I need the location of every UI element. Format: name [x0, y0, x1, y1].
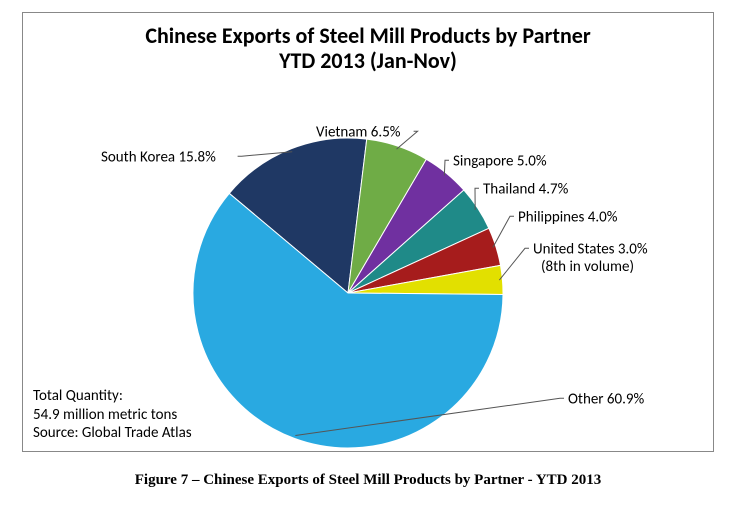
footer-note: Total Quantity: 54.9 million metric tons… [33, 387, 192, 443]
footer-line-3: Source: Global Trade Atlas [33, 424, 192, 443]
slice-sublabel-united-states: (8th in volume) [541, 258, 634, 276]
slice-label-philippines: Philippines 4.0% [518, 209, 618, 227]
leader-line [493, 216, 514, 247]
chart-frame: Chinese Exports of Steel Mill Products b… [22, 12, 714, 452]
leader-line [499, 248, 529, 280]
slice-label-south-korea: South Korea 15.8% [101, 149, 216, 167]
slice-label-united-states: United States 3.0% [533, 241, 648, 259]
chart-canvas: Chinese Exports of Steel Mill Products b… [0, 0, 736, 514]
footer-line-1: Total Quantity: [33, 387, 192, 406]
footer-line-2: 54.9 million metric tons [33, 406, 192, 425]
slice-label-singapore: Singapore 5.0% [453, 153, 547, 171]
slice-label-other: Other 60.9% [568, 391, 645, 409]
figure-caption: Figure 7 – Chinese Exports of Steel Mill… [0, 472, 736, 489]
slice-label-thailand: Thailand 4.7% [483, 181, 569, 199]
slice-label-vietnam: Vietnam 6.5% [316, 124, 401, 142]
